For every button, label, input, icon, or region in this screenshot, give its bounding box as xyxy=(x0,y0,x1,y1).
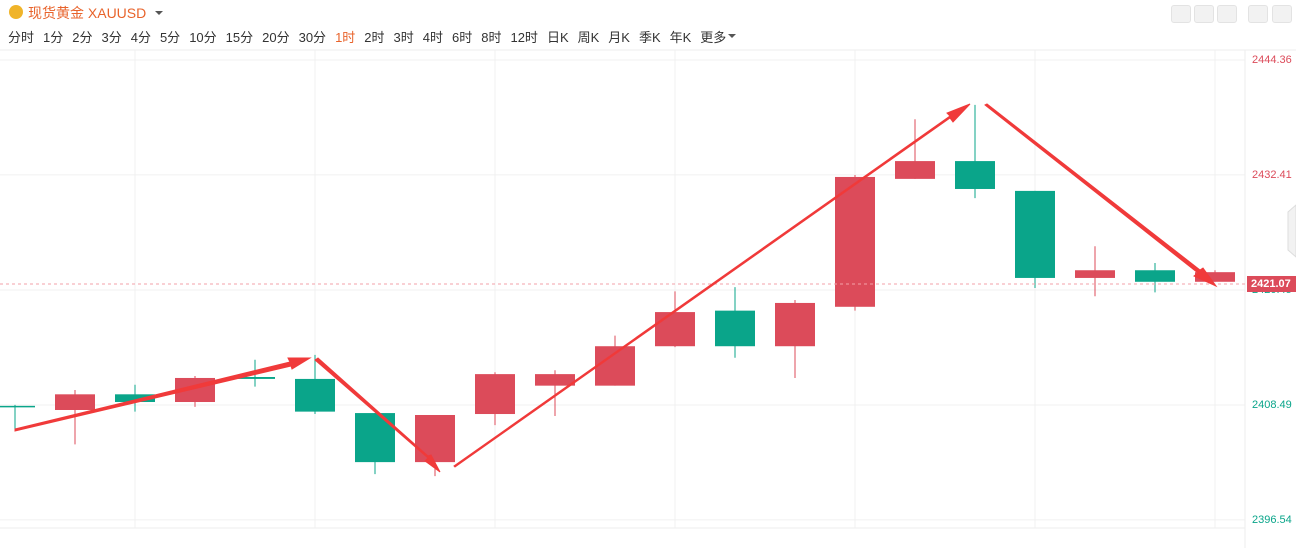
arrow xyxy=(453,103,971,468)
timeframe[interactable]: 4分 xyxy=(130,30,151,45)
arrow xyxy=(984,103,1218,288)
candle-body xyxy=(295,378,335,412)
candle-body xyxy=(835,176,875,307)
candle-body xyxy=(715,310,755,347)
y-tick-label: 2396.54 xyxy=(1252,514,1292,526)
timeframe[interactable]: 10分 xyxy=(189,30,217,45)
timeframe[interactable]: 日K xyxy=(546,30,569,45)
timeframe[interactable]: 年K xyxy=(669,30,692,45)
candle-body xyxy=(1195,272,1235,282)
candle-body xyxy=(535,374,575,386)
timeframe[interactable]: 分时 xyxy=(8,30,35,45)
candle-body xyxy=(1135,270,1175,282)
y-tick-label: 2432.41 xyxy=(1252,169,1292,181)
side-handle[interactable] xyxy=(1287,204,1296,258)
current-price-box xyxy=(1247,275,1296,292)
vertical-grid xyxy=(134,50,1216,528)
candle-body xyxy=(235,377,275,379)
candle-body xyxy=(355,413,395,463)
timeframe[interactable]: 5分 xyxy=(159,30,181,45)
timeframe[interactable]: 月K xyxy=(608,30,630,45)
y-tick-label: 2444.36 xyxy=(1252,54,1292,66)
timeframe[interactable]: 周K xyxy=(577,30,600,45)
arrow xyxy=(314,357,441,473)
candle-body xyxy=(1015,190,1055,278)
timeframe[interactable]: 2时 xyxy=(364,30,385,45)
timeframe[interactable]: 15分 xyxy=(225,30,254,45)
candle-body xyxy=(415,414,455,463)
candle-body xyxy=(775,302,815,347)
candle-body xyxy=(55,394,95,410)
timeframe[interactable]: 3分 xyxy=(101,30,122,45)
tool-icon[interactable] xyxy=(1217,5,1237,23)
candle-body xyxy=(1075,270,1115,278)
trend-arrows xyxy=(14,103,1218,473)
timeframe-bar: 分时 1分 2分 3分 4分 5分 10分 15分 20分 30分 1时 2时 3时 4时 6时 8时 12时日… xyxy=(8,27,737,46)
timeframe[interactable]: 3时 xyxy=(393,30,414,45)
fullscreen-icon[interactable] xyxy=(1248,5,1268,23)
tool-icon[interactable] xyxy=(1171,5,1191,23)
arrow xyxy=(14,357,312,432)
timeframe[interactable]: 季K xyxy=(638,30,661,45)
tool-icon[interactable] xyxy=(1194,5,1214,23)
timeframe[interactable]: 6时 xyxy=(452,30,473,45)
candle-body xyxy=(655,312,695,347)
timeframe[interactable]: 更多 xyxy=(700,30,727,45)
candle-body xyxy=(955,161,995,189)
timeframe[interactable]: 4时 xyxy=(422,30,443,45)
candle-body xyxy=(895,161,935,179)
dropdown-caret[interactable] xyxy=(155,11,163,19)
timeframe[interactable]: 12时 xyxy=(510,30,538,45)
timeframe[interactable]: 2分 xyxy=(72,30,93,45)
current-price-label: 2421.07 xyxy=(1251,278,1291,290)
gold-icon xyxy=(9,5,23,19)
timeframe[interactable]: 1分 xyxy=(43,30,64,45)
close-icon[interactable] xyxy=(1272,5,1292,23)
timeframe[interactable]: 8时 xyxy=(481,30,502,45)
symbol-title[interactable]: 现货黄金 XAUUSD xyxy=(28,5,147,21)
timeframe[interactable]: 20分 xyxy=(262,30,290,45)
candle-body xyxy=(0,405,35,408)
y-tick-label: 2408.49 xyxy=(1252,399,1292,411)
candle-body xyxy=(115,394,155,403)
candle-body xyxy=(475,374,515,415)
toolbar: 现货黄金 XAUUSD xyxy=(0,0,1296,24)
more-caret[interactable] xyxy=(728,34,737,42)
timeframe[interactable]: 1时 xyxy=(335,30,356,45)
timeframe[interactable]: 30分 xyxy=(298,30,327,45)
